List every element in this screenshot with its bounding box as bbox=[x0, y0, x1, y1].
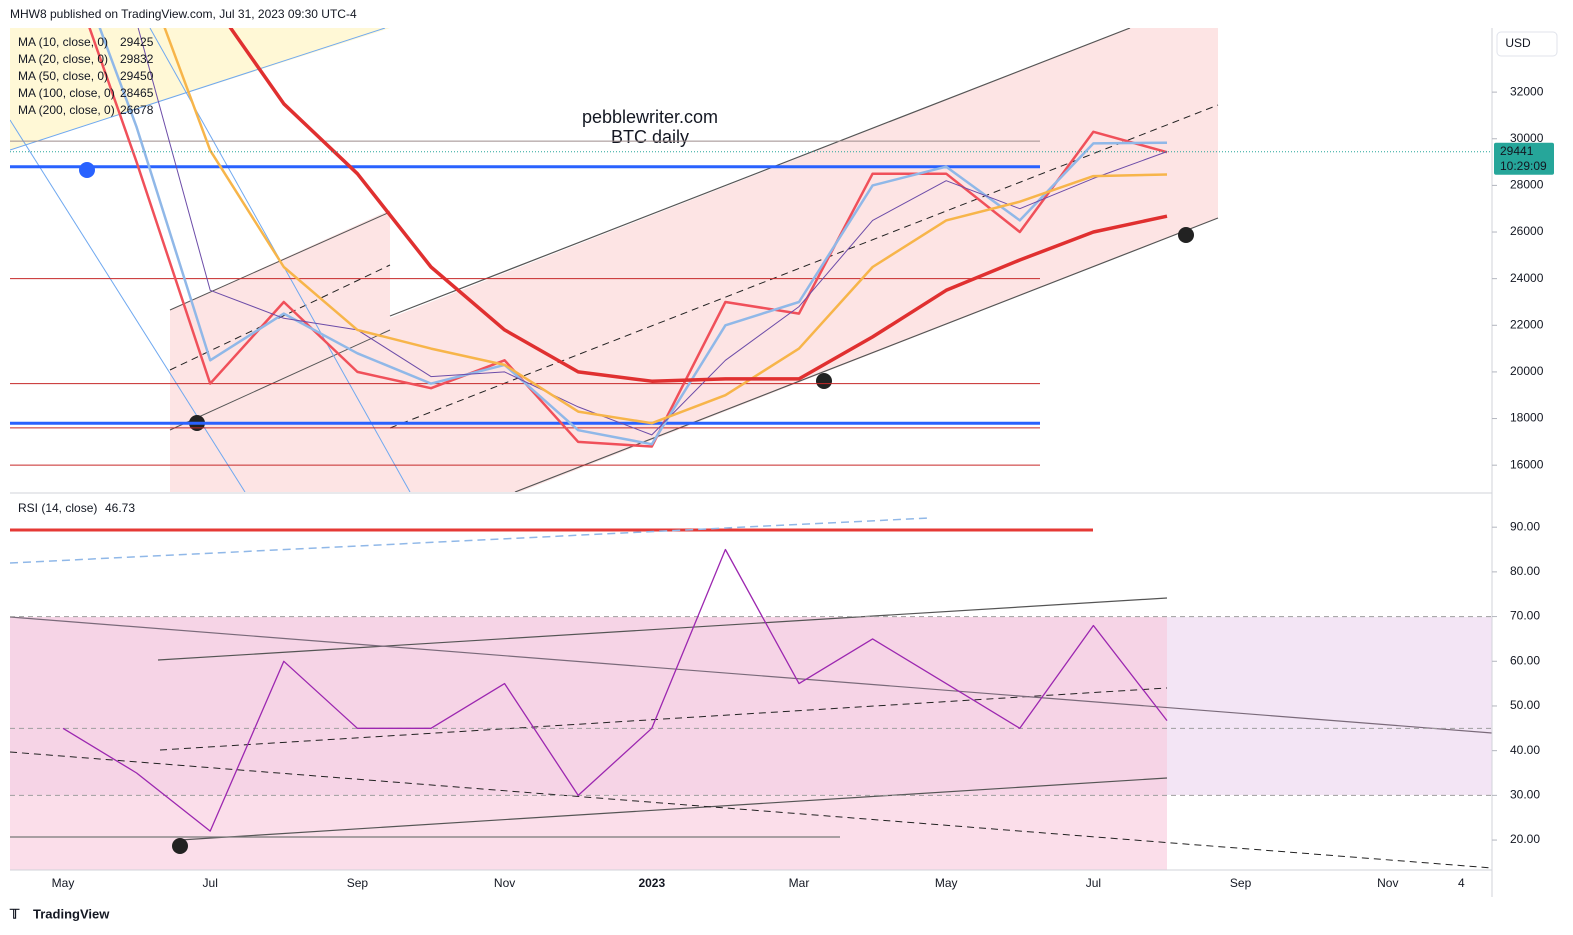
rsi-legend: RSI (14, close) bbox=[18, 501, 97, 515]
legend-value: 29450 bbox=[120, 69, 154, 83]
trend-line bbox=[389, 28, 1131, 317]
watermark: pebblewriter.com bbox=[582, 107, 718, 127]
legend-name: MA (200, close, 0) bbox=[18, 103, 115, 117]
legend-name: MA (20, close, 0) bbox=[18, 52, 108, 66]
legend-name: MA (50, close, 0) bbox=[18, 69, 108, 83]
y-tick-label: 32000 bbox=[1510, 84, 1544, 98]
x-tick-label: Nov bbox=[494, 876, 515, 890]
series-line bbox=[137, 28, 1168, 436]
x-tick-label: May bbox=[52, 876, 75, 890]
countdown: 10:29:09 bbox=[1500, 159, 1547, 173]
legend-name: MA (10, close, 0) bbox=[18, 35, 108, 49]
trend-line bbox=[10, 517, 931, 564]
anchor-dot bbox=[816, 373, 832, 389]
y-tick-label: 28000 bbox=[1510, 178, 1544, 192]
series-line bbox=[62, 548, 1168, 832]
currency[interactable]: USD bbox=[1505, 36, 1531, 50]
x-tick-label: 2023 bbox=[638, 876, 665, 890]
y-tick-label: 50.00 bbox=[1510, 698, 1540, 712]
x-tick-label: Jul bbox=[203, 876, 218, 890]
y-tick-label: 16000 bbox=[1510, 457, 1544, 471]
legend-value: 26678 bbox=[120, 103, 154, 117]
trend-line bbox=[10, 616, 1492, 734]
rsi-legend-value: 46.73 bbox=[105, 501, 135, 515]
y-tick-label: 40.00 bbox=[1510, 743, 1540, 757]
y-tick-label: 20000 bbox=[1510, 364, 1544, 378]
y-tick-label: 24000 bbox=[1510, 271, 1544, 285]
last-price: 29441 bbox=[1500, 144, 1534, 158]
x-tick-label: Sep bbox=[1230, 876, 1252, 890]
publisher: MHW8 published on TradingView.com, Jul 3… bbox=[10, 7, 357, 21]
series-line bbox=[88, 28, 1168, 448]
y-tick-label: 70.00 bbox=[1510, 609, 1540, 623]
x-tick-label: Mar bbox=[789, 876, 810, 890]
y-tick-label: 90.00 bbox=[1510, 519, 1540, 533]
x-tick-label: Jul bbox=[1086, 876, 1101, 890]
anchor-dot bbox=[79, 162, 95, 178]
x-tick-label: Nov bbox=[1377, 876, 1398, 890]
x-tick-label: Sep bbox=[347, 876, 369, 890]
price-plot bbox=[10, 28, 1168, 466]
x-tick-label: May bbox=[935, 876, 958, 890]
y-tick-label: 80.00 bbox=[1510, 564, 1540, 578]
y-tick-label: 26000 bbox=[1510, 224, 1544, 238]
logo-mark: 𝕋 bbox=[9, 906, 20, 921]
trend-line bbox=[169, 329, 391, 431]
trend-line bbox=[10, 119, 246, 492]
currency-box[interactable] bbox=[1496, 31, 1558, 57]
anchor-dot bbox=[1178, 227, 1194, 243]
watermark: BTC daily bbox=[611, 127, 689, 147]
legend-value: 29425 bbox=[120, 35, 154, 49]
y-tick-label: 22000 bbox=[1510, 317, 1544, 331]
rsi-plot bbox=[10, 548, 1492, 832]
trend-line bbox=[10, 28, 386, 151]
series-line bbox=[98, 28, 1168, 446]
last-price-tag bbox=[1494, 142, 1554, 175]
y-tick-label: 30.00 bbox=[1510, 788, 1540, 802]
legend-value: 28465 bbox=[120, 86, 154, 100]
series-line bbox=[228, 28, 1168, 383]
rsi-zone bbox=[10, 617, 1167, 870]
legend-value: 29832 bbox=[120, 52, 154, 66]
x-tick-label: 4 bbox=[1458, 876, 1465, 890]
series-line bbox=[163, 28, 1168, 425]
y-tick-label: 18000 bbox=[1510, 411, 1544, 425]
y-tick-label: 60.00 bbox=[1510, 653, 1540, 667]
trend-line bbox=[179, 777, 1168, 841]
y-tick-label: 30000 bbox=[1510, 131, 1544, 145]
channel-fill bbox=[170, 210, 390, 492]
axes: 16000 18000 20000 22000 24000 26000 28000 30000… bbox=[10, 35, 1554, 890]
trend-line bbox=[157, 597, 1168, 661]
trend-line bbox=[389, 104, 1219, 429]
trend-line bbox=[10, 751, 1492, 869]
legend-name: MA (100, close, 0) bbox=[18, 86, 115, 100]
anchor-dot bbox=[172, 838, 188, 854]
trend-line bbox=[159, 687, 1168, 751]
y-tick-label: 20.00 bbox=[1510, 832, 1540, 846]
rsi-decor bbox=[10, 517, 1492, 870]
footer: TradingView bbox=[33, 906, 110, 921]
